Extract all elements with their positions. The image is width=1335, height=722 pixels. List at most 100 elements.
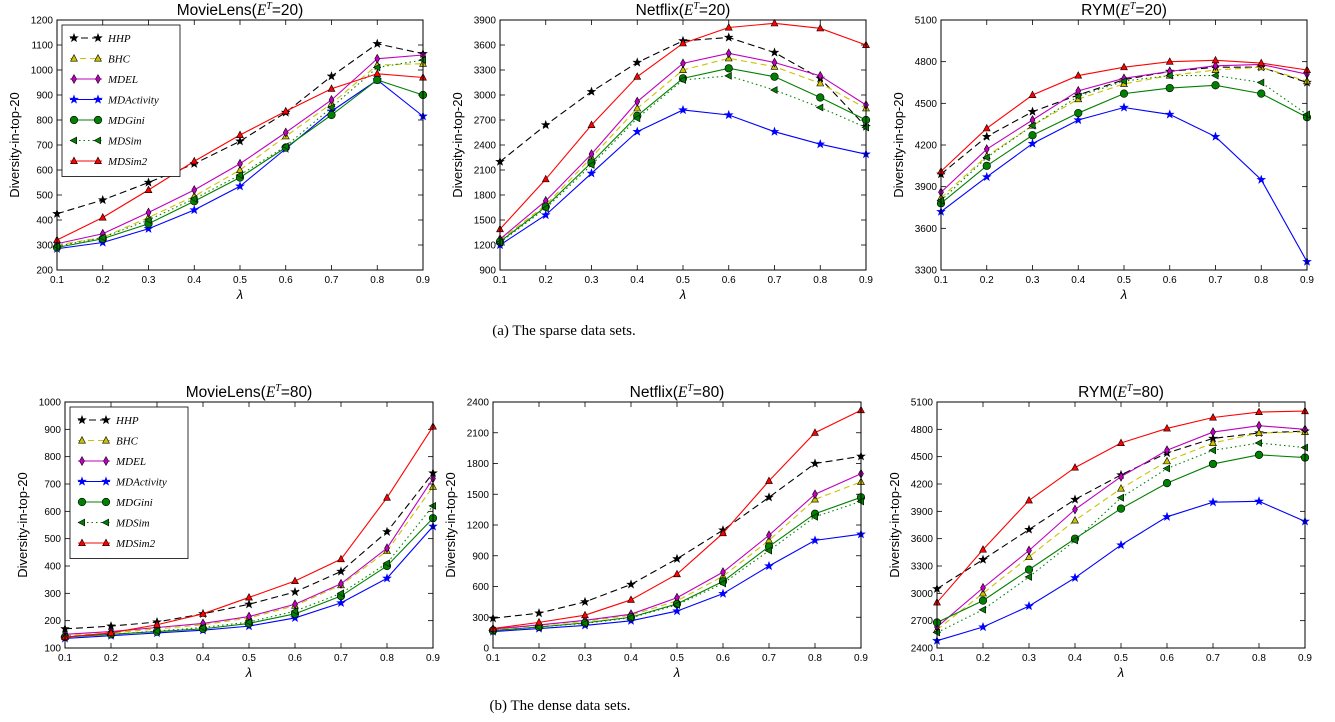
x-tick-label: 0.5	[233, 275, 247, 286]
data-point-mdel	[1072, 504, 1078, 515]
data-point-mdactivity	[1164, 109, 1175, 119]
data-point-mdsim	[932, 628, 940, 637]
chart-title: Netflix(ET=80)	[630, 383, 725, 401]
legend-label-mdel: MDEL	[115, 456, 146, 468]
x-tick-label: 0.3	[150, 653, 164, 664]
data-point-hhp	[540, 119, 551, 130]
data-point-mdsim2	[816, 23, 825, 32]
x-tick-label: 0.8	[370, 275, 384, 286]
x-tick-label: 0.1	[934, 275, 948, 286]
data-point-mdel	[1212, 60, 1219, 71]
data-point-mdel	[292, 599, 298, 610]
legend-marker-mdel	[95, 74, 101, 84]
data-point-mdactivity	[235, 181, 245, 191]
data-point-mdactivity	[978, 621, 988, 632]
data-point-mdactivity	[1024, 601, 1034, 611]
data-point-mdgini	[978, 596, 988, 605]
data-point-mdsim2	[327, 84, 336, 92]
x-tick-label: 0.2	[980, 275, 994, 286]
legend-label-hhp: HHP	[107, 33, 131, 45]
data-point-mdactivity	[1073, 114, 1084, 125]
y-tick-label: 800	[44, 452, 61, 463]
data-point-mdsim	[382, 559, 390, 568]
data-point-hhp	[978, 554, 988, 564]
data-point-mdsim2	[1074, 71, 1083, 79]
x-tick-label: 0.4	[624, 653, 638, 664]
caption-sparse: (a) The sparse data sets.	[492, 323, 635, 339]
plot-frame	[56, 19, 424, 271]
x-axis-label: λ	[245, 665, 252, 680]
data-point-mdactivity	[1162, 511, 1172, 521]
legend-label-mdsim: MDSim	[115, 518, 150, 530]
data-point-mdsim	[856, 497, 864, 506]
data-point-mdsim	[810, 512, 818, 521]
data-point-mdgini	[1254, 450, 1264, 459]
data-point-mdel	[983, 144, 990, 155]
data-point-mdsim2	[1209, 413, 1217, 421]
chart-title: RYM(ET=80)	[1078, 383, 1164, 401]
data-point-hhp	[143, 177, 154, 187]
data-point-mdel	[1256, 420, 1262, 431]
data-point-mdgini	[770, 72, 779, 81]
data-point-mdsim2	[1211, 55, 1220, 64]
data-point-bhc	[1117, 484, 1125, 492]
data-point-hhp	[580, 596, 590, 606]
data-point-hhp	[1024, 524, 1034, 534]
y-tick-label: 3900	[915, 182, 938, 193]
data-point-mdsim2	[1255, 407, 1263, 415]
y-tick-label: 0	[483, 644, 489, 655]
x-axis-label: λ	[236, 287, 243, 302]
data-point-hhp	[382, 526, 392, 536]
data-point-mdactivity	[1070, 572, 1080, 582]
data-point-mdsim	[428, 501, 436, 510]
y-tick-label: 3300	[911, 562, 934, 573]
x-tick-label: 0.2	[976, 653, 990, 664]
data-point-mdactivity	[810, 535, 820, 545]
data-point-mdsim	[336, 589, 344, 598]
x-tick-label: 0.3	[142, 275, 156, 286]
data-point-mdsim	[290, 607, 298, 616]
legend: HHP BHC MDEL MDActivity MDGini MDSim MDSim2	[61, 24, 181, 177]
plot-frame	[936, 401, 1306, 649]
x-tick-label: 0.1	[493, 275, 507, 286]
data-point-mdsim	[678, 76, 686, 84]
y-axis-label: Diversity-in-top-20	[887, 472, 902, 577]
legend-box	[69, 406, 189, 559]
data-point-mdsim	[978, 605, 986, 614]
legend-label-mdactivity: MDActivity	[107, 95, 159, 107]
data-point-mdsim2	[245, 592, 253, 601]
data-point-hhp	[290, 586, 300, 597]
data-point-bhc	[816, 78, 825, 87]
x-tick-label: 0.5	[242, 653, 256, 664]
legend-marker-mdsim2	[70, 156, 78, 164]
x-tick-label: 0.8	[1254, 275, 1268, 286]
x-tick-label: 0.1	[486, 653, 500, 664]
series-line-hhp	[936, 430, 1306, 590]
chart-panel-6: 2400 2700 3000 3300 3600 3900 4200 4500 4800 5100…	[887, 383, 1312, 680]
data-point-mdactivity	[1027, 138, 1038, 148]
x-tick-label: 0.7	[1209, 275, 1223, 286]
data-point-mdsim	[1073, 92, 1082, 101]
data-point-mdsim	[724, 71, 732, 80]
data-point-mdel	[1164, 445, 1170, 456]
x-tick-label: 0.6	[1163, 275, 1177, 286]
x-tick-label: 0.7	[768, 275, 782, 286]
data-point-mdgini	[1028, 131, 1037, 140]
y-tick-label: 3300	[915, 266, 938, 277]
data-point-mdsim	[235, 171, 243, 179]
data-point-mdgini	[724, 64, 733, 73]
y-tick-label: 4500	[915, 99, 938, 110]
data-point-mdsim2	[673, 569, 681, 578]
data-point-hhp	[1027, 106, 1038, 116]
legend-marker-mdactivity	[69, 94, 79, 104]
series-line-hhp	[499, 36, 867, 163]
data-point-mdactivity	[1116, 539, 1126, 550]
y-tick-label: 1500	[467, 490, 490, 501]
data-point-mdsim	[1119, 77, 1127, 86]
x-tick-label: 0.8	[1252, 653, 1266, 664]
series-line-hhp	[940, 66, 1308, 175]
x-tick-label: 0.2	[96, 275, 110, 286]
legend-marker-bhc	[70, 54, 78, 62]
x-tick-label: 0.8	[380, 653, 394, 664]
